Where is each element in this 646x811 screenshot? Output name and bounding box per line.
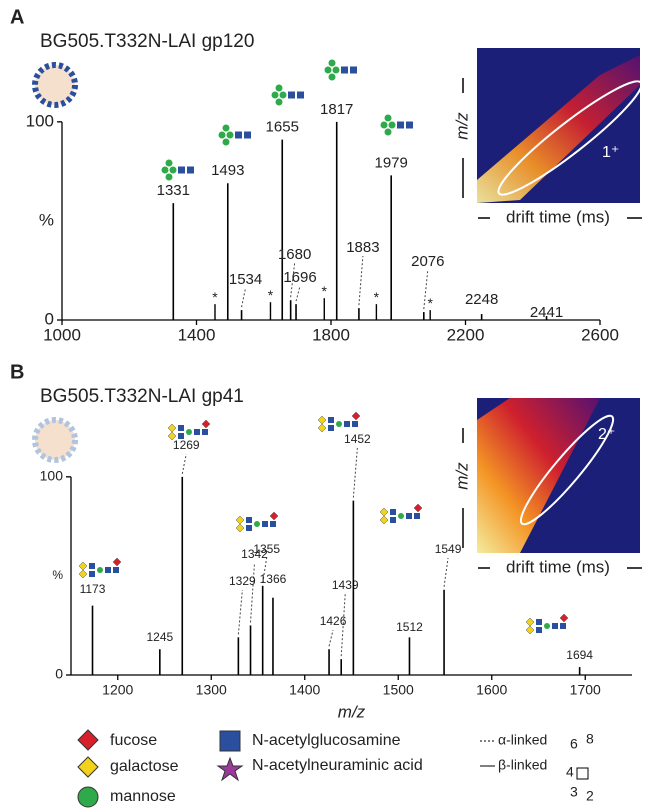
x-axis-label: m/z xyxy=(338,702,366,721)
peak-label: 1549 xyxy=(435,542,462,556)
position-label: 4 xyxy=(566,764,574,780)
inset-heatmap xyxy=(477,48,643,553)
x-tick-label: 1000 xyxy=(43,325,81,344)
x-tick-label: 1300 xyxy=(196,682,227,698)
peak-label: 1329 xyxy=(229,574,256,588)
x-tick-label: 1500 xyxy=(383,682,414,698)
peak-label: 1173 xyxy=(80,582,106,596)
leader xyxy=(352,447,358,498)
y-axis-label: % xyxy=(52,568,63,582)
peak-label: 2441 xyxy=(530,304,563,321)
panel-label: B xyxy=(10,361,24,383)
leader xyxy=(262,557,268,583)
inset-x-label: drift time (ms) xyxy=(506,207,610,226)
leader xyxy=(423,269,429,310)
peak-label: 2076 xyxy=(411,253,444,270)
peak-label: 1245 xyxy=(146,630,173,644)
y-axis-label: % xyxy=(39,210,54,229)
star: * xyxy=(427,295,433,311)
peak-label: 1512 xyxy=(396,620,423,634)
inset-y-label: m/z xyxy=(452,112,471,140)
x-tick-label: 1400 xyxy=(289,682,320,698)
y-tick-label: 0 xyxy=(55,666,63,682)
position-label: 2 xyxy=(586,788,594,804)
x-tick-label: 1200 xyxy=(102,682,133,698)
leader xyxy=(328,629,334,647)
star: * xyxy=(322,283,328,299)
x-tick-label: 1400 xyxy=(178,325,216,344)
peak-label: 1979 xyxy=(375,154,408,171)
star: * xyxy=(374,289,380,305)
peak-label: 1452 xyxy=(344,432,371,446)
y-tick-label: 100 xyxy=(40,468,64,484)
legend-label: N-acetylneuraminic acid xyxy=(252,757,423,774)
peak-label: 1366 xyxy=(260,572,287,586)
protein-icon xyxy=(32,62,78,108)
x-tick-label: 2600 xyxy=(581,325,619,344)
peak-label: 1655 xyxy=(266,119,299,136)
legend-symbols xyxy=(77,729,589,808)
peak-label: 1694 xyxy=(566,648,593,662)
peak-label: 1680 xyxy=(278,246,311,263)
leader xyxy=(250,562,256,623)
peak-label: 1696 xyxy=(283,269,316,286)
x-tick-label: 2200 xyxy=(447,325,485,344)
leader xyxy=(241,287,247,308)
legend-label: mannose xyxy=(110,788,176,805)
peak-label: 1426 xyxy=(320,614,347,628)
peak-label: 1534 xyxy=(229,271,262,288)
star: * xyxy=(268,287,274,303)
x-tick-label: 1800 xyxy=(312,325,350,344)
peak-label: 1883 xyxy=(346,239,379,256)
peak-label: 1493 xyxy=(211,162,244,179)
peak-label: 1355 xyxy=(253,542,280,556)
leader xyxy=(290,262,296,298)
inset-x-label: drift time (ms) xyxy=(506,557,610,576)
y-tick-label: 0 xyxy=(45,309,54,328)
peak-label: 1342 xyxy=(241,547,268,561)
linkage-label: β-linked xyxy=(498,757,547,773)
x-tick-label: 1600 xyxy=(476,682,507,698)
peak-label: 2248 xyxy=(465,291,498,308)
inset-charge: 1⁺ xyxy=(602,144,619,161)
chart-title: BG505.T332N-LAI gp120 xyxy=(40,31,254,52)
chart-title: BG505.T332N-LAI gp41 xyxy=(40,386,244,407)
leader xyxy=(443,557,449,587)
y-tick-label: 100 xyxy=(26,111,54,130)
peak-label: 1269 xyxy=(173,438,200,452)
protein-icon xyxy=(32,417,78,463)
leader xyxy=(358,255,364,306)
legend-label: fucose xyxy=(110,732,157,749)
legend-label: galactose xyxy=(110,758,179,775)
panel-label: A xyxy=(10,6,24,28)
inset-charge: 2⁺ xyxy=(598,426,615,443)
position-label: 8 xyxy=(586,731,594,747)
legend-label: N-acetylglucosamine xyxy=(252,732,401,749)
peak-label: 1817 xyxy=(320,101,353,118)
leader xyxy=(181,453,187,474)
position-label: 6 xyxy=(570,736,578,752)
leader xyxy=(237,589,243,635)
star: * xyxy=(212,289,218,305)
peak-label: 1439 xyxy=(332,578,359,592)
peak-label: 1331 xyxy=(157,182,190,199)
x-tick-label: 1700 xyxy=(570,682,601,698)
linkage-label: α-linked xyxy=(498,732,547,748)
inset-y-label: m/z xyxy=(452,462,471,490)
position-label: 3 xyxy=(570,784,578,800)
leader xyxy=(295,285,301,302)
